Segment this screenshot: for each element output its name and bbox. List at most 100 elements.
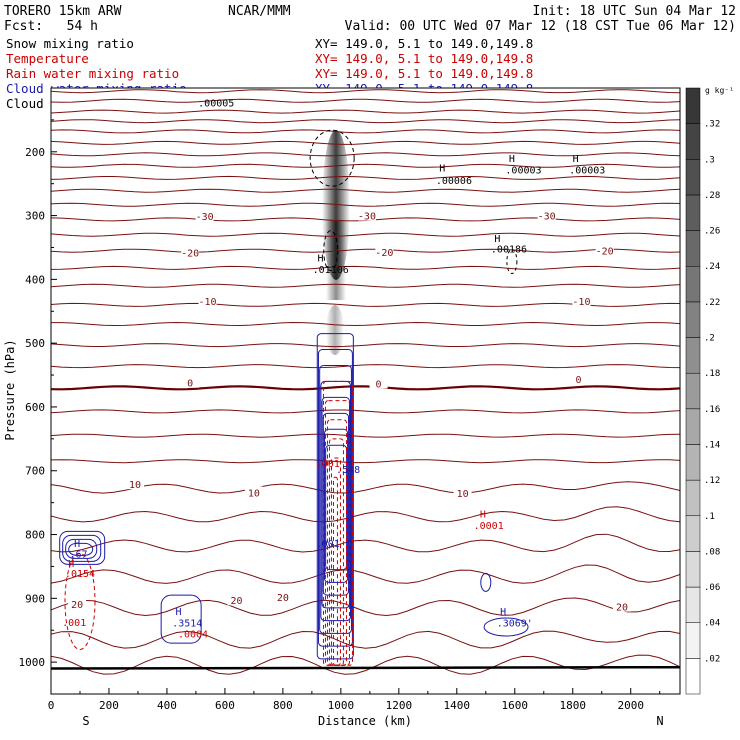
- rain-contour: [332, 476, 338, 666]
- axes: 0 200 400 600 800 1000 1200 1400 1600 1800 2000200…: [19, 119, 661, 712]
- cloud-water-contour: [323, 428, 349, 583]
- extremum-label: .001: [316, 459, 340, 470]
- colorbar-tick-label: .2: [704, 334, 715, 344]
- cloud-ice-shading: [322, 130, 350, 355]
- isotherm-label: -20: [596, 247, 614, 258]
- x-tick-label: 1600: [502, 699, 529, 712]
- x-tick-label: 2000: [617, 699, 644, 712]
- extremum-label: .3514: [172, 619, 202, 630]
- cloud-water-contour: [160, 594, 202, 644]
- isotherm: [51, 433, 680, 438]
- isotherm: [51, 232, 680, 237]
- extremum-label: .0001: [474, 521, 504, 532]
- colorbar-segment: [685, 230, 701, 267]
- south-label: S: [82, 714, 89, 728]
- colorbar-segment: [685, 622, 701, 659]
- temperature-isotherms: -30 -30 -30 -20 -20 -20 -10 -10 0 0 0 10 10 10 20 20 20 2…: [51, 89, 680, 675]
- cloud-water-contour: [59, 530, 106, 565]
- rain-contour: [330, 457, 341, 666]
- extremum-label: .548: [336, 465, 360, 476]
- field-xy: XY= 149.0, 5.1 to 149.0,149.8: [315, 66, 533, 81]
- isotherm-label: -10: [572, 297, 590, 308]
- isotherm-label-bg: [595, 244, 614, 256]
- isotherm-label-bg: [181, 376, 200, 388]
- extremum-label: .00003: [569, 166, 605, 177]
- colorbar-segment: [685, 408, 701, 445]
- isotherm: [51, 481, 680, 494]
- cloud-water-contour: [62, 534, 102, 562]
- isotherm-label-bg: [369, 377, 388, 389]
- colorbar-tick-label: .26: [704, 227, 720, 237]
- x-tick-label: 0: [48, 699, 55, 712]
- y-tick-label: 500: [25, 337, 45, 350]
- extremum-label: .001: [62, 618, 86, 629]
- isotherm-label-bg: [453, 487, 472, 499]
- ground-line: [51, 665, 680, 670]
- y-tick-label: 600: [25, 401, 45, 414]
- colorbar-unit: g kg⁻¹: [705, 86, 734, 95]
- isotherm: [51, 283, 680, 288]
- x-axis-label: Distance (km): [318, 714, 412, 728]
- colorbar-tick-label: .24: [704, 262, 720, 272]
- isotherm: [51, 654, 680, 675]
- isotherm: [51, 265, 680, 270]
- y-tick-label: 300: [25, 210, 45, 223]
- x-tick-label: 200: [99, 699, 119, 712]
- isotherm-label: 20: [71, 600, 83, 611]
- extremum-label: H: [509, 154, 515, 165]
- center-title: NCAR/MMM: [228, 4, 291, 19]
- colorbar-segment: [685, 515, 701, 552]
- isotherm-label-bg: [357, 209, 376, 221]
- cloud-water-contour: [319, 364, 352, 634]
- extremum-label: H: [176, 607, 182, 618]
- isotherm-zero: [51, 385, 680, 391]
- x-tick-label: 1400: [444, 699, 471, 712]
- colorbar-segment: [685, 551, 701, 588]
- isotherm: [51, 119, 680, 124]
- colorbar-tick-label: .3: [704, 155, 715, 165]
- isotherm-label: 20: [230, 596, 242, 607]
- isotherm-label: -20: [375, 248, 393, 259]
- colorbar-tick-label: .22: [704, 298, 720, 308]
- extremum-label: .0004: [178, 629, 208, 640]
- extremum-label: .00186: [491, 245, 527, 256]
- colorbar-segment: [685, 658, 701, 695]
- x-tick-label: 800: [273, 699, 293, 712]
- extremum-label: H: [74, 539, 80, 550]
- cloud-water-contour: [68, 542, 94, 556]
- isotherm: [51, 597, 680, 617]
- isotherm-label-bg: [273, 591, 292, 603]
- isotherm-label: -30: [196, 212, 214, 223]
- isotherm-label-bg: [181, 246, 200, 258]
- isotherm-label-bg: [195, 210, 214, 222]
- isotherm-label-bg: [198, 295, 217, 307]
- extremum-label: H: [573, 154, 579, 165]
- isotherm-label-bg: [68, 598, 87, 610]
- extremum-label: H: [500, 607, 506, 618]
- ice-contour: [323, 230, 339, 272]
- cloud-water-contour: [316, 333, 354, 660]
- field-name: Rain water mixing ratio: [6, 66, 179, 81]
- x-tick-label: 400: [157, 699, 177, 712]
- isotherm: [51, 564, 680, 584]
- y-tick-label: 700: [25, 465, 45, 478]
- ice-contour: [309, 129, 355, 187]
- extremum-label: H: [480, 509, 486, 520]
- colorbar-tick-label: .04: [704, 619, 720, 629]
- colorbar-segment: [685, 444, 701, 481]
- valid-time: Valid: 00 UTC Wed 07 Mar 12 (18 CST Tue …: [345, 19, 736, 34]
- isotherm-label: 10: [457, 489, 469, 500]
- isotherm: [51, 533, 680, 553]
- isotherm-label-bg: [569, 372, 588, 384]
- colorbar-segment: [685, 194, 701, 231]
- isotherm-label: 0: [576, 375, 582, 386]
- isotherm: [51, 109, 680, 114]
- cloud-water-contour: [65, 538, 98, 559]
- colorbar-segment: [685, 337, 701, 374]
- isotherm-label-bg: [375, 245, 394, 257]
- y-tick-label: 400: [25, 273, 45, 286]
- isotherm-label-bg: [572, 295, 591, 307]
- colorbar-tick-label: .14: [704, 440, 720, 450]
- x-tick-label: 600: [215, 699, 235, 712]
- isotherm-label-bg: [537, 209, 556, 221]
